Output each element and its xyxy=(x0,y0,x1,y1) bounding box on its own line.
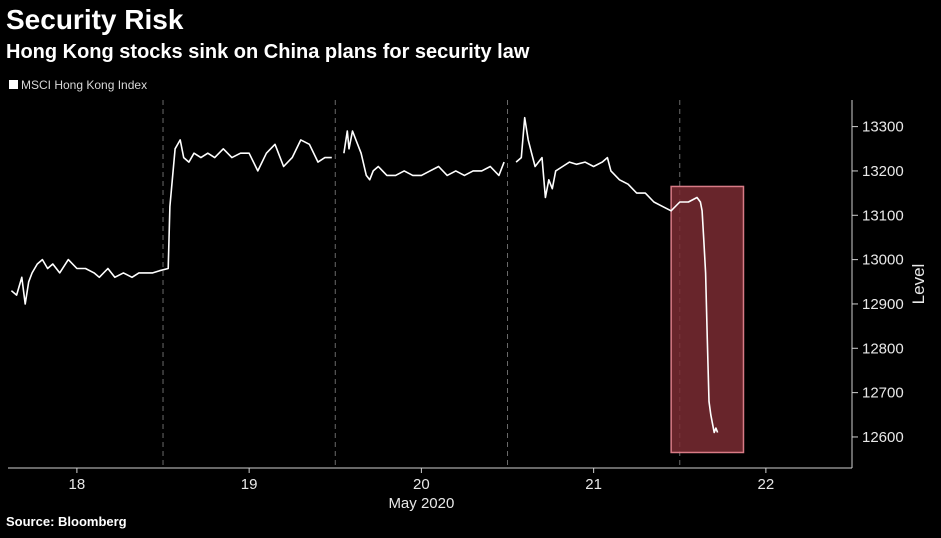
y-axis-ticks: 12600 12700 12800 12900 13000 13100 13200 13300 xyxy=(852,119,904,446)
axes xyxy=(8,100,853,469)
series-line-segment xyxy=(10,139,332,305)
grid-lines xyxy=(162,100,681,468)
x-tick-label: 22 xyxy=(758,476,775,493)
y-tick-label: 13000 xyxy=(862,252,904,269)
x-axis-ticks: 18 19 20 21 22 xyxy=(69,468,775,493)
x-tick-label: 18 xyxy=(69,476,86,493)
y-axis-title: Level xyxy=(909,264,928,305)
legend-swatch xyxy=(9,80,18,89)
x-tick-label: 20 xyxy=(413,476,430,493)
legend-label: MSCI Hong Kong Index xyxy=(21,78,147,92)
y-tick-label: 13100 xyxy=(862,207,904,224)
y-tick-label: 12600 xyxy=(862,429,904,446)
y-tick-label: 12900 xyxy=(862,296,904,313)
y-tick-label: 13300 xyxy=(862,119,904,136)
series-line-segment xyxy=(515,116,719,434)
chart-title: Security Risk xyxy=(6,4,184,35)
series-line-segment xyxy=(343,130,505,181)
source-note: Source: Bloomberg xyxy=(6,514,127,529)
chart-subtitle: Hong Kong stocks sink on China plans for… xyxy=(6,41,530,63)
legend: MSCI Hong Kong Index xyxy=(9,78,147,92)
y-tick-label: 12700 xyxy=(862,385,904,402)
y-tick-label: 12800 xyxy=(862,340,904,357)
x-tick-label: 19 xyxy=(241,476,258,493)
series-layer xyxy=(10,116,719,434)
x-axis-title: May 2020 xyxy=(388,495,454,512)
x-tick-label: 21 xyxy=(585,476,602,493)
y-tick-label: 13200 xyxy=(862,163,904,180)
